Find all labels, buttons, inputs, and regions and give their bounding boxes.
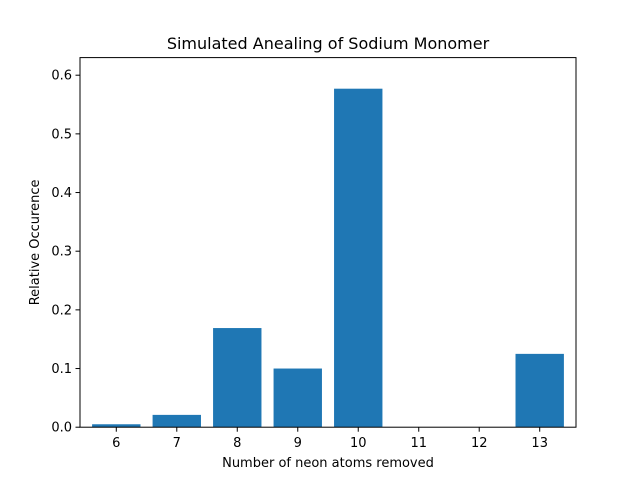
chart-title: Simulated Anealing of Sodium Monomer bbox=[167, 34, 490, 53]
x-tick-label: 9 bbox=[294, 436, 302, 451]
bar-6 bbox=[92, 424, 141, 428]
y-tick-label: 0.4 bbox=[51, 186, 72, 201]
plot-frame bbox=[79, 57, 577, 428]
bars-group bbox=[92, 88, 564, 428]
y-axis-label: Relative Occurence bbox=[28, 180, 43, 306]
bar-10 bbox=[334, 88, 383, 428]
x-axis-label: Number of neon atoms removed bbox=[222, 456, 434, 471]
x-tick-label: 13 bbox=[531, 436, 548, 451]
y-tick-label: 0.6 bbox=[51, 69, 72, 84]
x-tick-label: 7 bbox=[173, 436, 181, 451]
y-ticks-group: 0.0 0.1 0.2 0.3 0.4 0.5 0.6 bbox=[51, 69, 80, 436]
bar-8 bbox=[213, 328, 262, 428]
x-tick-label: 10 bbox=[350, 436, 367, 451]
y-tick-label: 0.2 bbox=[51, 303, 72, 318]
x-tick-label: 11 bbox=[410, 436, 427, 451]
y-tick-label: 0.0 bbox=[51, 421, 72, 436]
x-tick-label: 6 bbox=[112, 436, 120, 451]
x-ticks-group: 6 7 8 9 10 11 12 13 bbox=[112, 427, 548, 451]
y-tick-label: 0.1 bbox=[51, 362, 72, 377]
y-tick-label: 0.5 bbox=[51, 127, 72, 142]
bar-9 bbox=[273, 368, 322, 428]
y-tick-label: 0.3 bbox=[51, 245, 72, 260]
x-tick-label: 12 bbox=[471, 436, 488, 451]
bar-13 bbox=[515, 353, 564, 428]
x-tick-label: 8 bbox=[233, 436, 241, 451]
bar-7 bbox=[152, 414, 201, 428]
